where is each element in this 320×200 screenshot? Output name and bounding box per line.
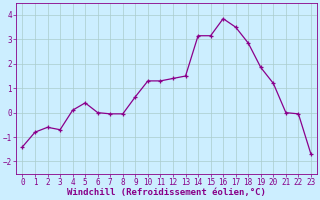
X-axis label: Windchill (Refroidissement éolien,°C): Windchill (Refroidissement éolien,°C) (67, 188, 266, 197)
